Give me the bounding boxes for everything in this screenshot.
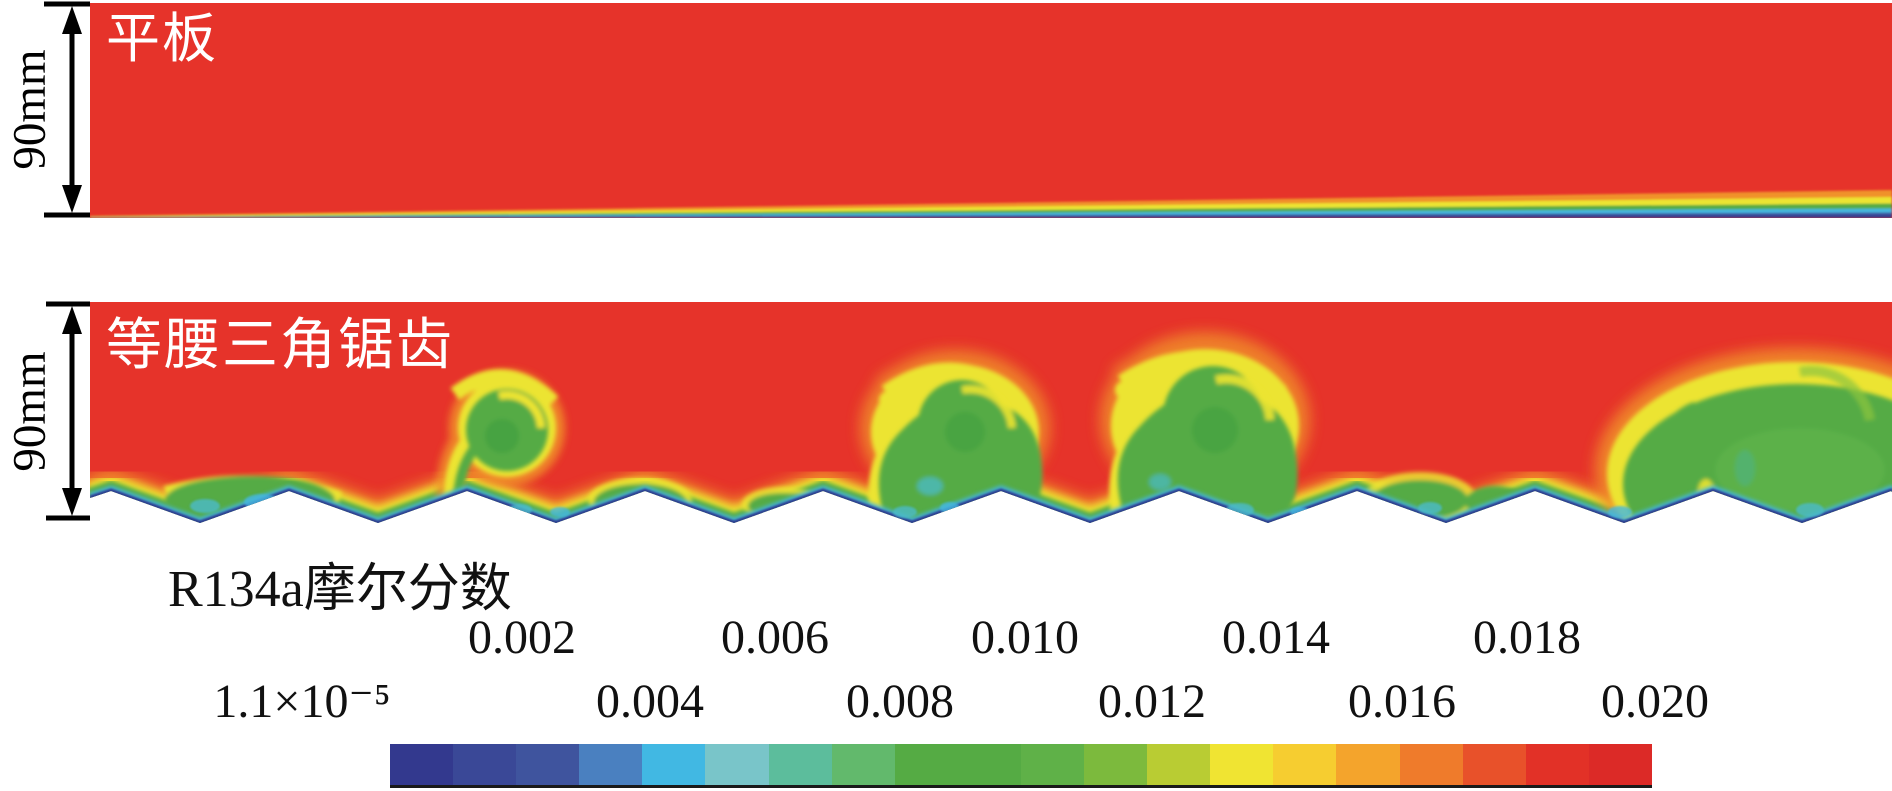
colorbar-tick-label: 0.016 [1348,675,1456,728]
colorbar-title: R134a摩尔分数 [168,561,512,618]
panel-flat-plate-field [90,3,1892,218]
colorbar-swatch [1020,744,1085,785]
colorbar-tick-label: 0.002 [468,611,576,664]
colorbar-swatch [957,744,1021,785]
colorbar-swatch [1525,744,1589,785]
colorbar-tick-label: 0.010 [971,611,1079,664]
panel-sawtooth-field [90,302,1892,523]
colorbar-swatch [390,744,454,785]
colorbar-swatch [894,744,958,785]
vortex-billow-3 [1100,332,1310,516]
colorbar-tick-label: 0.018 [1473,611,1581,664]
colorbar-swatch [705,744,769,785]
colorbar-swatch [1210,744,1274,785]
colorbar-swatch [768,744,832,785]
colorbar-swatch [1336,744,1400,785]
dimension-arrow-sawtooth [46,301,90,521]
colorbar-swatch [1588,744,1652,785]
colorbar-swatch [1462,744,1526,785]
colorbar [390,744,1652,788]
colorbar-swatch [831,744,895,785]
colorbar-swatch [1084,744,1148,785]
colorbar-swatch [1399,744,1463,785]
colorbar-swatch [1273,744,1337,785]
colorbar-swatch [642,744,706,785]
panel-label-flat-plate: 平板 [106,9,218,69]
colorbar-tick-label: 0.020 [1601,675,1709,728]
vortex-billow-4 [1595,348,1892,523]
colorbar-tick-label: 0.012 [1098,675,1206,728]
colorbar-tick-label: 0.004 [596,675,704,728]
colorbar-tick-label: 0.014 [1222,611,1330,664]
colorbar-tick-label: 1.1×10⁻⁵ [213,675,391,728]
colorbar-swatch [579,744,643,785]
dimension-label-flat-plate: 90mm [3,49,56,170]
dimension-label-sawtooth: 90mm [3,351,56,472]
colorbar-swatch [516,744,580,785]
dimension-arrow-flat-plate [44,1,90,218]
colorbar-swatch [1147,744,1211,785]
colorbar-swatch [453,744,517,785]
colorbar-tick-label: 0.008 [846,675,954,728]
vortex-billow-2 [860,350,1050,516]
panel-label-sawtooth: 等腰三角锯齿 [106,315,454,377]
colorbar-tick-label: 0.006 [721,611,829,664]
